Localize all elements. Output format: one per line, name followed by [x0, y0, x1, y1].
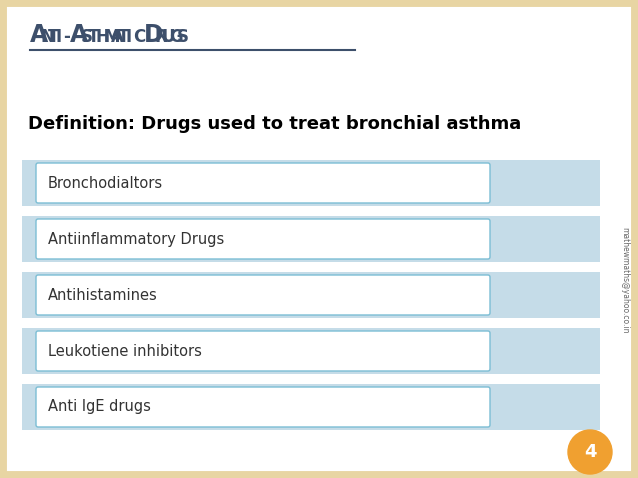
Text: H: H	[96, 28, 110, 46]
FancyBboxPatch shape	[22, 328, 600, 374]
Text: I: I	[126, 28, 131, 46]
Text: Bronchodialtors: Bronchodialtors	[48, 175, 163, 191]
Text: T: T	[118, 28, 130, 46]
Text: D: D	[144, 23, 163, 47]
FancyBboxPatch shape	[22, 272, 600, 318]
Text: Anti IgE drugs: Anti IgE drugs	[48, 400, 151, 414]
FancyBboxPatch shape	[22, 160, 600, 206]
Text: N: N	[41, 28, 54, 46]
Text: R: R	[154, 28, 167, 46]
Text: G: G	[169, 28, 183, 46]
Text: S: S	[177, 28, 189, 46]
Text: 4: 4	[584, 443, 597, 461]
Text: S: S	[81, 28, 93, 46]
Text: Antihistamines: Antihistamines	[48, 287, 158, 303]
FancyBboxPatch shape	[36, 275, 490, 315]
Text: I: I	[56, 28, 61, 46]
Text: M: M	[103, 28, 120, 46]
Text: A: A	[30, 23, 48, 47]
Circle shape	[568, 430, 612, 474]
FancyBboxPatch shape	[36, 331, 490, 371]
Text: -: -	[63, 28, 70, 46]
Text: U: U	[162, 28, 175, 46]
Text: Definition: Drugs used to treat bronchial asthma: Definition: Drugs used to treat bronchia…	[28, 115, 521, 133]
FancyBboxPatch shape	[36, 219, 490, 259]
Text: mathewmaths@yahoo.co.in: mathewmaths@yahoo.co.in	[621, 227, 630, 333]
Text: A: A	[70, 23, 89, 47]
Text: Antiinflammatory Drugs: Antiinflammatory Drugs	[48, 231, 224, 247]
Text: C: C	[133, 28, 145, 46]
FancyBboxPatch shape	[22, 216, 600, 262]
FancyBboxPatch shape	[36, 163, 490, 203]
Text: T: T	[48, 28, 59, 46]
Text: A: A	[110, 28, 124, 46]
FancyBboxPatch shape	[36, 387, 490, 427]
FancyBboxPatch shape	[22, 384, 600, 430]
Text: T: T	[88, 28, 100, 46]
Text: Leukotiene inhibitors: Leukotiene inhibitors	[48, 344, 202, 358]
